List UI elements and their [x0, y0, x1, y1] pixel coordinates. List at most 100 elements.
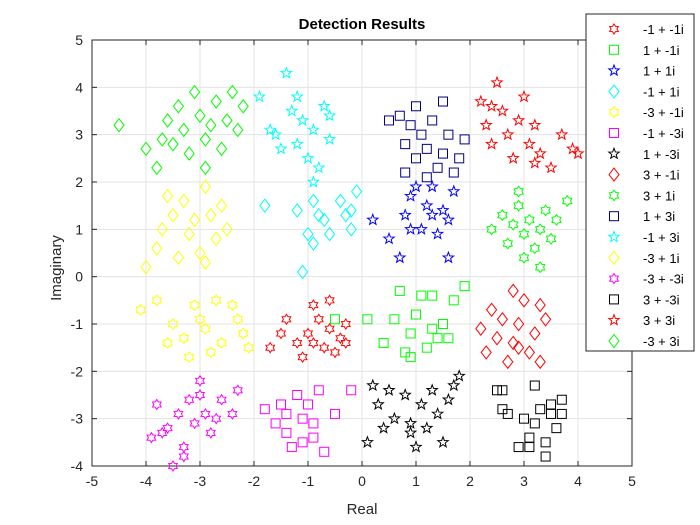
data-point — [518, 251, 530, 264]
data-point — [506, 151, 520, 164]
data-point — [534, 223, 546, 236]
data-point — [507, 283, 519, 299]
data-point — [404, 189, 418, 202]
legend-entry: 3 + 1i — [608, 188, 675, 203]
data-point — [512, 113, 526, 127]
legend-label: -3 + 1i — [643, 251, 680, 266]
data-point — [436, 435, 450, 448]
legend-entry: -1 + 1i — [608, 84, 680, 99]
data-point — [421, 342, 432, 353]
data-point — [529, 242, 541, 255]
legend-entry: -3 + 3i — [608, 333, 680, 349]
data-point — [308, 336, 319, 349]
legend-label: 3 + 3i — [643, 313, 675, 328]
data-point — [551, 213, 562, 226]
data-point — [340, 336, 351, 349]
data-point — [296, 264, 309, 280]
data-point — [420, 421, 434, 434]
data-point — [205, 426, 216, 439]
data-point — [221, 113, 233, 128]
y-tick-label: -2 — [71, 363, 84, 379]
data-point — [495, 104, 509, 117]
data-point — [173, 407, 184, 420]
data-point — [501, 127, 515, 141]
data-point — [459, 134, 470, 145]
data-point — [414, 222, 428, 235]
data-point — [323, 132, 337, 146]
data-point — [215, 141, 228, 157]
y-tick-label: -1 — [71, 316, 84, 332]
data-point — [561, 194, 573, 207]
data-point — [518, 293, 530, 308]
data-point — [157, 426, 168, 439]
data-point — [210, 231, 222, 247]
data-point — [540, 204, 551, 217]
data-point — [324, 294, 335, 307]
data-point — [151, 398, 162, 411]
data-point — [518, 228, 530, 241]
legend-marker — [608, 272, 620, 285]
data-point — [528, 118, 542, 131]
data-point — [302, 226, 314, 242]
x-tick-label: -3 — [194, 473, 207, 489]
data-point — [317, 99, 331, 112]
data-point — [167, 207, 179, 223]
data-point — [302, 327, 314, 340]
x-tick-label: 2 — [466, 473, 474, 489]
legend-label: 3 + -1i — [643, 168, 680, 183]
data-point — [409, 179, 423, 193]
data-point — [427, 290, 438, 301]
data-point — [432, 333, 443, 344]
data-point — [502, 408, 513, 419]
legend-marker — [607, 63, 621, 77]
data-point — [420, 198, 434, 212]
data-point — [438, 319, 448, 329]
data-point — [210, 294, 222, 307]
data-point — [184, 393, 195, 406]
data-point — [232, 384, 243, 397]
data-point — [485, 99, 499, 112]
series-13 — [492, 380, 567, 462]
data-point — [286, 442, 297, 453]
legend-entry: 3 + -1i — [608, 167, 680, 183]
legend-entry: -1 + 3i — [607, 230, 680, 245]
data-point — [496, 311, 509, 327]
chart-title: Detection Results — [299, 16, 426, 33]
data-point — [535, 404, 546, 415]
data-point — [497, 209, 508, 222]
data-point — [534, 354, 546, 370]
series-11 — [140, 179, 233, 275]
data-point — [431, 406, 445, 420]
data-point — [345, 222, 357, 237]
data-point — [178, 450, 189, 463]
data-point — [517, 89, 531, 103]
x-tick-label: 5 — [628, 473, 636, 489]
data-point — [172, 98, 185, 114]
legend-label: 1 + 1i — [643, 64, 675, 79]
legend-box — [585, 13, 695, 352]
data-point — [172, 250, 185, 266]
data-point — [281, 427, 292, 438]
legend-entry: 3 + 3i — [607, 313, 675, 328]
data-point — [366, 212, 380, 226]
data-point — [323, 226, 336, 242]
data-point — [350, 184, 363, 199]
data-point — [162, 336, 173, 349]
data-point — [301, 151, 315, 164]
y-tick-label: 5 — [75, 32, 83, 48]
data-point — [205, 117, 217, 133]
data-point — [533, 146, 547, 160]
legend-entry: 1 + -1i — [609, 43, 680, 58]
data-point — [308, 299, 319, 312]
data-point — [360, 435, 374, 448]
data-point — [308, 432, 319, 443]
data-point — [323, 108, 337, 122]
data-point — [479, 118, 493, 131]
data-point — [285, 104, 299, 117]
data-point — [313, 385, 324, 396]
data-point — [292, 336, 303, 349]
data-point — [432, 162, 443, 173]
y-tick-label: -3 — [71, 411, 84, 427]
series-6 — [360, 369, 466, 453]
